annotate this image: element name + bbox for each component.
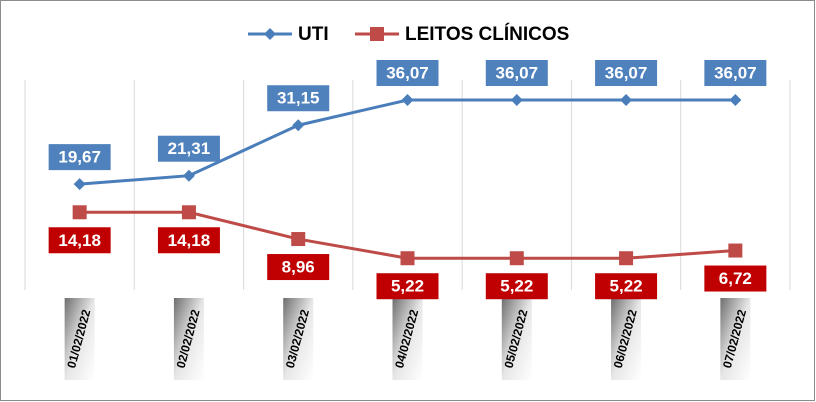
data-label: 36,07 xyxy=(605,63,648,82)
x-tick-box xyxy=(64,298,95,380)
data-label: 31,15 xyxy=(277,89,320,108)
marker xyxy=(73,178,86,191)
data-label-box xyxy=(376,273,439,300)
data-label: 14,18 xyxy=(58,231,101,250)
marker xyxy=(181,205,196,220)
marker xyxy=(401,94,414,106)
marker xyxy=(620,94,633,106)
data-label-box xyxy=(704,265,767,292)
data-label-box xyxy=(267,85,330,112)
x-tick-box xyxy=(720,298,751,380)
marker xyxy=(400,251,415,266)
data-label-box xyxy=(157,227,220,254)
data-label: 36,07 xyxy=(714,63,757,82)
marker xyxy=(264,28,276,40)
x-tick-box xyxy=(173,298,204,380)
data-label: 5,22 xyxy=(391,277,424,296)
x-tick-box xyxy=(501,298,532,380)
data-label-box xyxy=(485,273,548,300)
marker xyxy=(728,243,743,258)
legend-label: LEITOS CLÍNICOS xyxy=(405,23,569,45)
data-label: 8,96 xyxy=(282,258,315,277)
marker xyxy=(509,251,524,266)
marker xyxy=(619,251,634,266)
marker xyxy=(292,119,305,132)
data-label-box xyxy=(48,144,111,171)
legend-label: UTI xyxy=(298,24,329,45)
data-label: 5,22 xyxy=(610,277,643,296)
data-label: 5,22 xyxy=(500,277,533,296)
data-label-box xyxy=(48,227,111,254)
x-tick-box xyxy=(283,298,314,380)
marker xyxy=(729,94,742,106)
data-label: 6,72 xyxy=(719,269,752,288)
data-label: 14,18 xyxy=(168,231,211,250)
data-label-box xyxy=(267,254,330,281)
data-label: 19,67 xyxy=(58,148,101,167)
data-label-box xyxy=(485,60,548,86)
data-label: 36,07 xyxy=(496,63,539,82)
marker xyxy=(510,94,523,106)
data-label: 21,31 xyxy=(168,139,211,158)
data-label-box xyxy=(595,60,658,86)
x-tick-box xyxy=(611,298,642,380)
x-tick-box xyxy=(392,298,423,380)
marker xyxy=(182,169,195,182)
data-label: 36,07 xyxy=(386,63,429,82)
data-label-box xyxy=(704,60,767,86)
data-label-box xyxy=(595,273,658,300)
marker xyxy=(291,232,306,247)
marker xyxy=(370,27,384,41)
marker xyxy=(72,205,87,220)
data-label-box xyxy=(157,135,220,162)
data-label-box xyxy=(376,60,439,86)
